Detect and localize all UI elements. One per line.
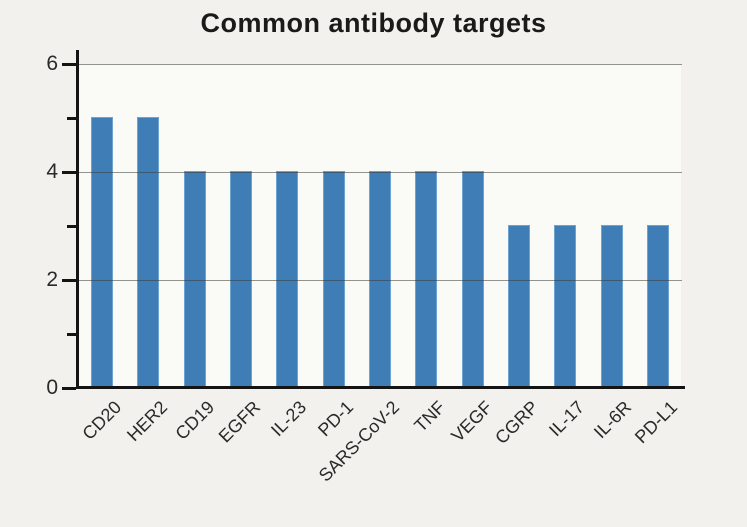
bar [647,226,668,388]
y-tick-major [62,63,76,66]
x-tick-label: VEGF [446,397,496,446]
gridline [79,172,682,173]
bar [555,226,576,388]
x-tick-label: CGRP [491,397,543,448]
x-tick-label: IL-23 [267,397,311,441]
y-tick-major [62,171,76,174]
y-axis-spine [76,50,79,389]
chart-title: Common antibody targets [200,8,547,38]
x-tick-label: IL-6R [589,397,635,443]
gridline [79,280,682,281]
x-tick-label: IL-17 [545,397,589,441]
y-tick-minor [67,333,76,336]
y-tick-minor [67,117,76,120]
x-tick-label: HER2 [123,397,172,446]
bar [508,226,529,388]
x-axis-spine [76,386,685,389]
x-tick-label: CD20 [78,397,126,444]
bar [138,118,159,388]
x-tick-label: EGFR [214,397,265,447]
y-tick-label: 0 [46,376,58,399]
y-tick-label: 4 [46,160,58,183]
y-tick-minor [67,225,76,228]
y-tick-label: 2 [46,268,58,291]
gridline [79,64,682,65]
bar [601,226,622,388]
bar [92,118,113,388]
y-tick-major [62,387,76,390]
x-tick-label: CD19 [171,397,218,444]
y-tick-major [62,279,76,282]
x-tick-label: PD-L1 [630,397,681,448]
y-tick-label: 6 [46,52,58,75]
x-tick-label: TNF [410,397,450,436]
